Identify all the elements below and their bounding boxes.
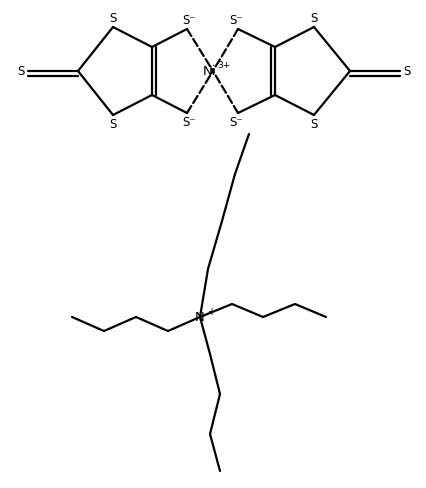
Text: S: S <box>109 118 117 131</box>
Text: S: S <box>17 65 25 79</box>
Text: S⁻: S⁻ <box>229 15 243 27</box>
Text: +: + <box>207 306 215 316</box>
Text: S⁻: S⁻ <box>182 116 196 129</box>
Text: S⁻: S⁻ <box>182 15 196 27</box>
Text: S: S <box>310 118 318 131</box>
Text: Ni: Ni <box>203 65 217 79</box>
Text: 3+: 3+ <box>217 61 230 70</box>
Text: S⁻: S⁻ <box>229 116 243 129</box>
Text: N: N <box>195 311 205 324</box>
Text: S: S <box>403 65 411 79</box>
Text: S: S <box>109 13 117 25</box>
Text: S: S <box>310 13 318 25</box>
